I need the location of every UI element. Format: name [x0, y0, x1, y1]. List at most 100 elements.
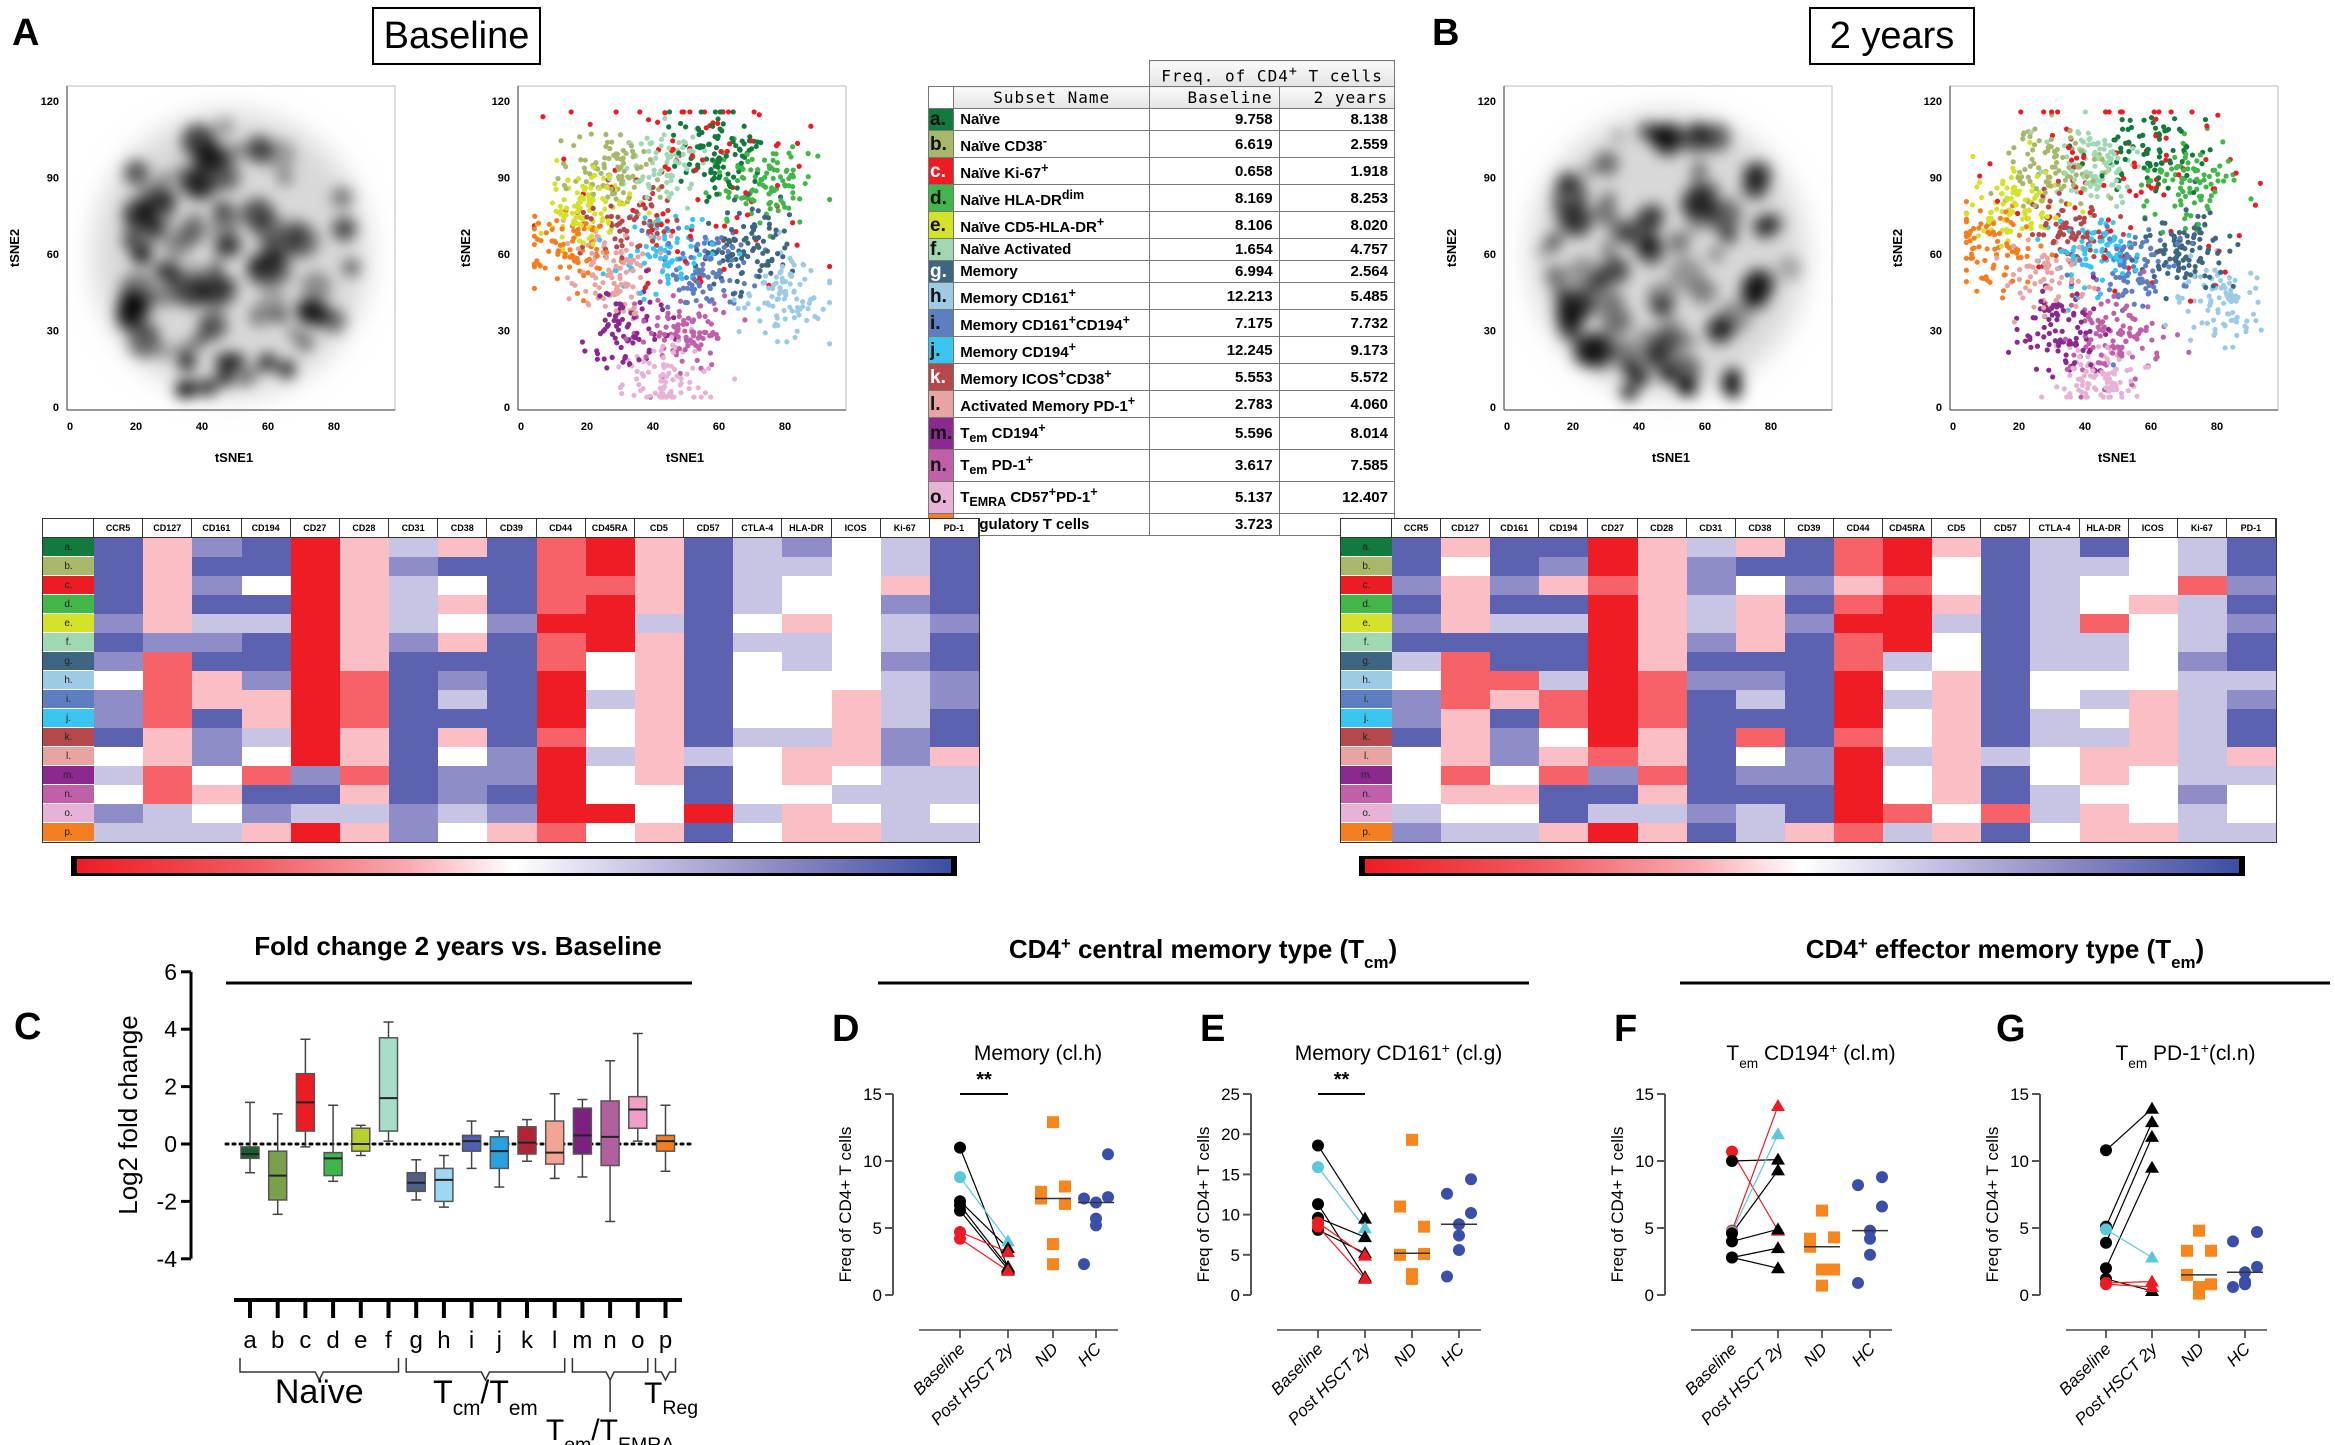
tsne-cell-dot [618, 164, 624, 170]
tsne-cell-dot [2088, 337, 2094, 343]
tsne-cell-dot [595, 166, 601, 172]
tsne-cell-dot [659, 183, 665, 190]
tsne-cell-dot [658, 245, 664, 251]
tsne-cell-dot [2145, 146, 2151, 153]
tsne-cell-dot [2069, 157, 2075, 163]
tsne-cell-dot [2077, 257, 2083, 263]
tsne-cell-dot [2069, 230, 2076, 236]
y-tick-label: 60 [1930, 249, 1942, 261]
tsne-cell-dot [646, 347, 652, 353]
heatmap-cell [536, 652, 586, 671]
tsne-cell-dot [2156, 175, 2162, 181]
heatmap-cell [1490, 804, 1540, 823]
tsne-cell-dot [2080, 209, 2086, 215]
subset-name: Naïve CD38- [953, 130, 1151, 159]
tsne-cell-dot [2178, 202, 2184, 208]
tsne-cell-dot [719, 249, 726, 256]
tsne-cell-dot [706, 283, 713, 289]
x-tick-label: 20 [130, 421, 142, 433]
tsne-cell-dot [2098, 352, 2104, 358]
tsne-cell-dot [2066, 317, 2072, 323]
tsne-cell-dot [776, 291, 782, 297]
tsne-cell-dot [1994, 206, 2000, 212]
tsne-cell-dot [1998, 243, 2005, 249]
tsne-cell-dot [582, 157, 588, 163]
heatmap-column-label: Ki-67 [2177, 519, 2227, 538]
tsne-cell-dot [616, 201, 623, 207]
tsne-cell-dot [2140, 239, 2146, 246]
tsne-cell-dot [2100, 394, 2106, 400]
two-year-frequency: 7.732 [1278, 309, 1396, 338]
tsne-cell-dot [615, 214, 621, 220]
tsne-cell-dot [674, 239, 680, 245]
tsne-cell-dot [1987, 161, 1993, 167]
heatmap-cell [143, 823, 193, 842]
tsne-cell-dot [2003, 264, 2010, 271]
tsne-cell-dot [2062, 170, 2068, 176]
tsne-cell-dot [597, 265, 603, 272]
heatmap-cell [733, 747, 783, 766]
heatmap-cell [2079, 728, 2129, 747]
tsne-cell-dot [709, 241, 715, 247]
tsne-cell-dot [642, 285, 648, 291]
heatmap-cell [1735, 614, 1785, 633]
density-blob [1646, 281, 1678, 313]
tsne-cell-dot [2226, 296, 2232, 302]
baseline-frequency: 5.596 [1149, 417, 1280, 451]
tsne-cell-dot [659, 306, 666, 313]
density-blob [1559, 321, 1582, 343]
tsne-cell-dot [2104, 242, 2110, 248]
tsne-cell-dot [786, 212, 793, 218]
tsne-cell-dot [799, 299, 806, 305]
heatmap-cell [94, 557, 144, 576]
tsne-cell-dot [2036, 138, 2042, 144]
text-part: Naïve CD5-HLA-DR [960, 219, 1097, 237]
tsne-cell-dot [1968, 251, 1975, 257]
tsne-cell-dot [546, 248, 552, 255]
tsne-cell-dot [779, 275, 785, 281]
tsne-cell-dot [656, 235, 662, 241]
tsne-cell-dot [790, 144, 796, 150]
heatmap-cell [1833, 671, 1884, 690]
tsne-cell-dot [2187, 177, 2193, 184]
heatmap-cell [831, 652, 881, 671]
x-tick-label: 60 [1699, 421, 1711, 433]
pair-line [2105, 1281, 2153, 1284]
tsne-cell-dot [685, 343, 691, 349]
density-blob [177, 353, 196, 372]
tsne-cell-dot [631, 334, 637, 340]
tsne-cell-dot [2083, 330, 2089, 336]
tsne-cell-dot [2081, 154, 2087, 161]
tsne-cell-dot [2044, 139, 2050, 145]
heatmap-cell [585, 823, 635, 842]
heatmap-cell [1490, 557, 1540, 576]
tsne-cell-dot [2071, 244, 2077, 251]
heatmap-cell [1637, 709, 1687, 728]
density-blob [252, 212, 287, 247]
pair-line [1731, 1133, 1779, 1233]
tsne-cell-dot [2197, 180, 2203, 186]
tsne-cell-dot [2199, 259, 2205, 266]
density-blob [1691, 161, 1708, 178]
tsne-cell-dot [666, 109, 673, 115]
heatmap-cell [634, 728, 684, 747]
post-hsct-point [1771, 1261, 1785, 1274]
box-a [240, 1146, 260, 1160]
tsne-cell-dot [2127, 325, 2133, 331]
density-blob [1562, 207, 1594, 239]
tsne-cell-dot [2058, 249, 2064, 255]
tsne-cell-dot [604, 184, 610, 190]
heatmap-cell [1833, 728, 1884, 747]
tsne-cell-dot [2176, 265, 2182, 271]
density-blob [1651, 330, 1682, 360]
tsne-cell-dot [770, 234, 776, 240]
tsne-cell-dot [2111, 371, 2117, 377]
heatmap-row-label: h. [43, 671, 94, 690]
tsne-cell-dot [602, 206, 608, 212]
tsne-cell-dot [2132, 234, 2138, 240]
heatmap-cell [536, 804, 586, 823]
tsne-cell-dot [2210, 237, 2216, 243]
tsne-cell-dot [2101, 182, 2107, 188]
heatmap-cell [2177, 785, 2227, 804]
tsne-cell-dot [751, 235, 758, 241]
